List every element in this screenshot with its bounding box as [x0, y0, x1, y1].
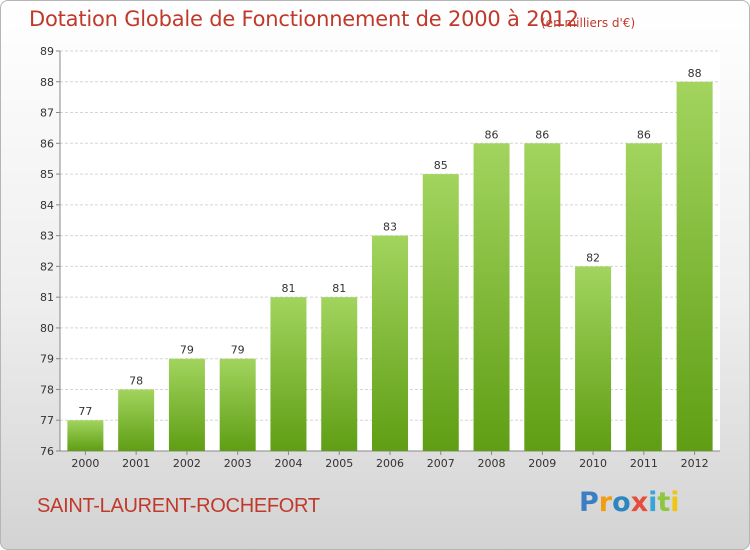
y-tick-label: 78	[40, 383, 54, 396]
x-tick-label: 2008	[478, 457, 506, 470]
bar-2010	[575, 266, 612, 451]
value-label: 81	[332, 282, 346, 295]
y-tick-label: 85	[40, 168, 54, 181]
bar-2008	[473, 143, 510, 452]
x-tick-label: 2001	[122, 457, 150, 470]
unit-note: (en milliers d'€)	[541, 16, 636, 30]
logo-letter: t	[657, 487, 671, 518]
value-label: 79	[231, 344, 245, 357]
bar-2012	[676, 81, 713, 452]
y-tick-label: 77	[40, 414, 54, 427]
y-tick-label: 82	[40, 260, 54, 273]
bar-2004	[270, 297, 307, 451]
x-tick-label: 2012	[681, 457, 709, 470]
logo-letter: r	[598, 487, 613, 518]
bar-2006	[372, 235, 408, 451]
logo-letter: x	[630, 487, 649, 518]
bar-2001	[118, 389, 155, 451]
logo-letter: i	[670, 487, 680, 518]
x-tick-label: 2003	[224, 457, 252, 470]
y-tick-label: 80	[40, 322, 54, 335]
bar-2009	[524, 143, 561, 452]
y-tick-label: 87	[40, 107, 54, 120]
x-tick-label: 2000	[71, 457, 99, 470]
y-tick-label: 83	[40, 230, 54, 243]
x-tick-label: 2002	[173, 457, 201, 470]
y-tick-label: 88	[40, 76, 54, 89]
y-tick-label: 79	[40, 353, 54, 366]
value-label: 86	[485, 128, 499, 141]
x-tick-label: 2006	[376, 457, 404, 470]
x-tick-label: 2005	[325, 457, 353, 470]
commune-name: SAINT-LAURENT-ROCHEFORT	[37, 495, 320, 517]
bar-2005	[321, 297, 358, 451]
value-label: 79	[180, 344, 194, 357]
value-label: 85	[434, 159, 448, 172]
y-tick-label: 84	[40, 199, 54, 212]
x-tick-label: 2009	[528, 457, 556, 470]
x-tick-label: 2011	[630, 457, 658, 470]
y-tick-label: 81	[40, 291, 54, 304]
y-tick-label: 89	[40, 45, 54, 58]
value-label: 78	[129, 374, 143, 387]
value-label: 88	[688, 67, 702, 80]
value-label: 86	[637, 128, 651, 141]
value-label: 82	[586, 251, 600, 264]
logo-letter: o	[612, 487, 631, 518]
value-label: 81	[281, 282, 295, 295]
y-tick-label: 76	[40, 445, 54, 458]
bar-2000	[67, 420, 104, 451]
bar-2007	[422, 174, 459, 452]
chart-title: Dotation Globale de Fonctionnement de 20…	[29, 7, 579, 31]
logo-letter: i	[648, 487, 658, 518]
value-label: 83	[383, 221, 397, 234]
bar-2003	[219, 358, 256, 451]
x-tick-label: 2004	[274, 457, 302, 470]
proxiti-logo[interactable]: Proxiti	[579, 487, 680, 518]
logo-letter: P	[579, 487, 599, 518]
bar-2011	[625, 143, 662, 452]
value-label: 86	[535, 128, 549, 141]
y-tick-label: 86	[40, 137, 54, 150]
value-label: 77	[78, 405, 92, 418]
x-tick-label: 2007	[427, 457, 455, 470]
bar-2002	[168, 358, 205, 451]
x-tick-label: 2010	[579, 457, 607, 470]
